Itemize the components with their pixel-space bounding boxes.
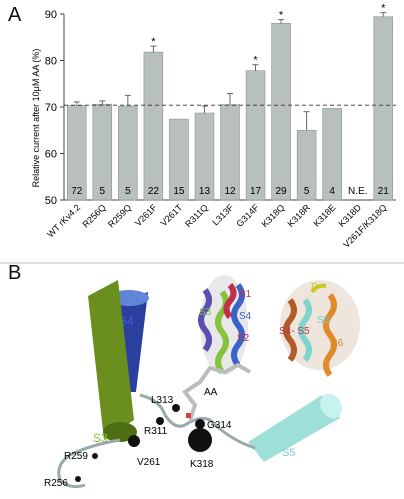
n-label: 15 <box>173 186 185 197</box>
y-axis-title: Relative current after 10μM AA (%) <box>31 49 41 188</box>
category-label: K318Q <box>260 202 287 229</box>
n-label: 12 <box>224 186 236 197</box>
category-label: K318E <box>311 202 337 228</box>
bar <box>373 16 393 201</box>
bar <box>271 22 291 201</box>
y-tick-label: 60 <box>45 149 57 161</box>
vsd-ribbon <box>198 275 248 375</box>
helix-label-s1: S1 <box>239 289 252 300</box>
s4-s5-linker <box>139 393 256 450</box>
helix-label-s5-small: S5 <box>317 315 330 326</box>
s5-label: S5 <box>282 447 295 459</box>
y-tick-label: 50 <box>45 195 57 207</box>
category-label: R256Q <box>80 202 107 229</box>
y-tick-label: 70 <box>45 102 57 114</box>
helix-label-s2: S2 <box>237 333 250 344</box>
y-tick-label: 90 <box>45 9 57 21</box>
n-label: N.E. <box>348 186 367 197</box>
helix-label-s6: S6 <box>331 338 344 349</box>
bar-chart: Relative current after 10μM AA (%) 50 60 7… <box>31 3 396 250</box>
n-label: 5 <box>125 186 131 197</box>
residue-r311: R311 <box>144 426 168 437</box>
category-label: R259Q <box>106 202 133 229</box>
category-label: V261T <box>159 202 185 228</box>
s3-cylinder <box>88 280 137 442</box>
panel-a-letter: A <box>8 4 22 26</box>
residue-dot-k318 <box>188 428 212 452</box>
s5-cylinder <box>248 393 342 462</box>
bar <box>143 51 164 201</box>
category-label: K318R <box>285 202 312 229</box>
residue-v261: V261 <box>137 457 161 468</box>
n-label: 13 <box>199 186 211 197</box>
residue-dot-l313 <box>172 404 180 412</box>
pore-ribbon <box>280 280 360 377</box>
residue-g314: G314 <box>207 420 232 431</box>
n-label: 5 <box>100 186 106 197</box>
residue-k318: K318 <box>190 459 214 470</box>
residue-dot-r311 <box>156 417 164 425</box>
residue-dot-r259 <box>92 453 98 459</box>
helix-label-s4s5: S4- S5 <box>279 326 310 337</box>
n-label: 29 <box>276 186 288 197</box>
residue-dot-v261 <box>128 435 140 447</box>
residue-dot-r256 <box>75 476 81 482</box>
residue-r259: R259 <box>64 451 88 462</box>
n-label: 4 <box>329 186 335 197</box>
bar <box>322 108 342 201</box>
n-label: 17 <box>250 186 262 197</box>
n-label: 21 <box>378 186 390 197</box>
arachidonic-acid <box>182 362 252 421</box>
panel-b-letter: B <box>8 262 22 284</box>
residue-aa: AA <box>204 387 218 398</box>
category-label: WT rKv4.2 <box>45 202 82 239</box>
residue-l313: L313 <box>151 395 174 406</box>
aa-carboxyl <box>186 413 191 418</box>
n-label: 72 <box>71 186 83 197</box>
bar <box>169 118 189 201</box>
category-label: V261F <box>133 202 159 228</box>
residue-r256: R256 <box>44 478 68 489</box>
helix-label-p: P <box>311 282 318 293</box>
significance-star: * <box>381 3 386 15</box>
n-label: 22 <box>148 186 160 197</box>
bar <box>245 70 266 201</box>
n-label: 5 <box>304 186 310 197</box>
helix-label-s4-small: S4 <box>239 311 252 322</box>
significance-star: * <box>151 36 156 48</box>
y-tick-label: 80 <box>45 56 57 68</box>
helix-label-s3-small: S3 <box>199 307 212 318</box>
bars-group: 72 5 5 * 22 15 13 12 * 17 * 29 5 4 N.E. * 21 <box>64 3 396 201</box>
residue-dot-g314 <box>195 419 205 429</box>
channel-structure: S1 S3 S4 S2 P S5 S4- S5 S6 S4 S3 <box>44 275 360 489</box>
s2-s3-loop <box>57 438 121 489</box>
category-label: R311Q <box>183 202 210 229</box>
category-label: L313F <box>210 202 235 227</box>
s3-label: S3 <box>93 431 108 445</box>
category-label: G314F <box>234 202 261 229</box>
significance-star: * <box>253 55 258 67</box>
significance-star: * <box>279 10 284 22</box>
